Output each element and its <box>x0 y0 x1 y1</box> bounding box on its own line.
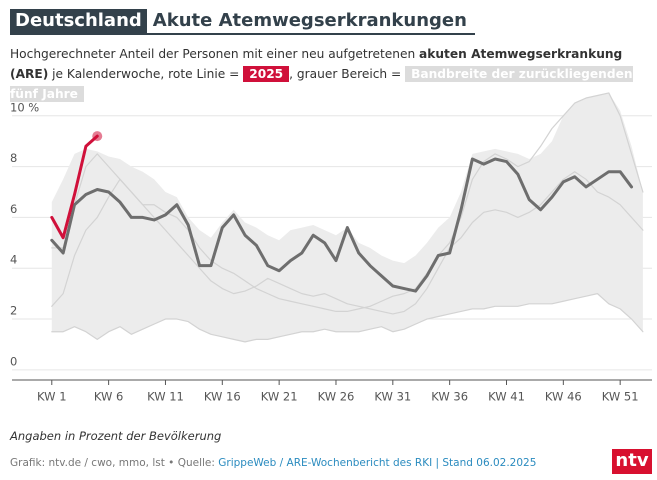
subtitle-text: Hochgerechneter Anteil der Personen mit … <box>10 47 416 61</box>
y-tick-label: 6 <box>10 202 17 216</box>
chart: 0 2 4 6 8 10 % KW 1 KW 6 KW 11 KW 16 KW 21 KW 26 KW … <box>10 92 652 404</box>
y-tick-label: 2 <box>10 304 17 318</box>
logo: ntv <box>612 449 652 474</box>
credit: Grafik: ntv.de / cwo, mmo, lst • Quelle:… <box>10 457 536 469</box>
x-tick-label: KW 16 <box>204 390 241 404</box>
series-line <box>51 171 644 315</box>
note: Angaben in Prozent der Bevölkerung <box>10 429 222 443</box>
x-tick-label: KW 6 <box>94 390 123 404</box>
header: Deutschland Akute Atemwegserkrankungen <box>10 9 475 35</box>
legend-red: 2025 <box>243 66 290 82</box>
region-label: Deutschland <box>10 9 147 33</box>
y-tick-label: 4 <box>10 253 17 267</box>
chart-title: Akute Atemwegserkrankungen <box>152 10 467 31</box>
subtitle-text: , grauer Bereich = <box>289 67 402 81</box>
series-line <box>51 92 644 313</box>
x-tick-label: KW 11 <box>147 390 184 404</box>
series-line <box>50 134 99 240</box>
y-tick-label: 0 <box>10 354 17 368</box>
x-tick-label: KW 41 <box>488 390 525 404</box>
series-line <box>50 157 634 293</box>
y-tick-label: 10 % <box>10 100 39 114</box>
subtitle-bold: akuten Atemwegserkrankung (ARE) <box>10 47 623 81</box>
subtitle-text: je Kalenderwoche, rote Linie = <box>52 67 240 81</box>
source: GrippeWeb / ARE-Wochenbericht des RKI | … <box>218 457 537 469</box>
y-tick-label: 8 <box>10 151 17 165</box>
x-tick-label: KW 31 <box>374 390 411 404</box>
x-tick-label: KW 26 <box>318 390 355 404</box>
band-area <box>51 92 643 342</box>
credit-text: Grafik: ntv.de / cwo, mmo, lst • Quelle: <box>10 457 215 469</box>
x-tick-label: KW 36 <box>431 390 468 404</box>
series-line <box>51 293 644 343</box>
x-tick-label: KW 51 <box>602 390 639 404</box>
x-tick-label: KW 46 <box>545 390 582 404</box>
x-tick-label: KW 21 <box>261 390 298 404</box>
end-marker <box>92 131 103 142</box>
subtitle: Hochgerechneter Anteil der Personen mit … <box>10 44 650 104</box>
x-tick-label: KW 1 <box>37 390 66 404</box>
